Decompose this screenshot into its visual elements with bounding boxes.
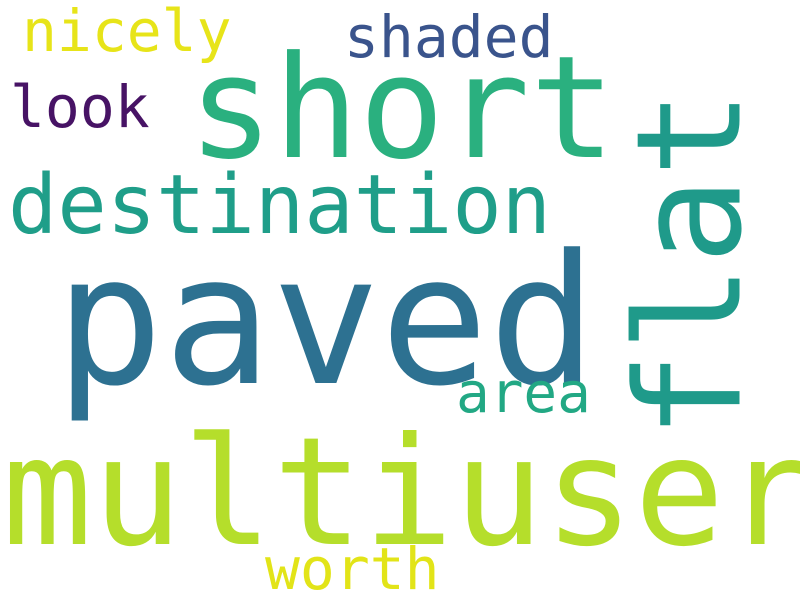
word-nicely: nicely — [22, 0, 232, 65]
word-flat: flat — [605, 89, 775, 440]
word-area: area — [456, 361, 591, 426]
word-look: look — [10, 73, 150, 141]
word-multiuser: multiuser — [2, 406, 800, 580]
word-destination: destination — [8, 158, 552, 253]
word-shaded: shaded — [344, 3, 554, 71]
word-paved: paved — [55, 217, 597, 426]
word-worth: worth — [265, 535, 440, 600]
word-short: short — [188, 26, 616, 191]
